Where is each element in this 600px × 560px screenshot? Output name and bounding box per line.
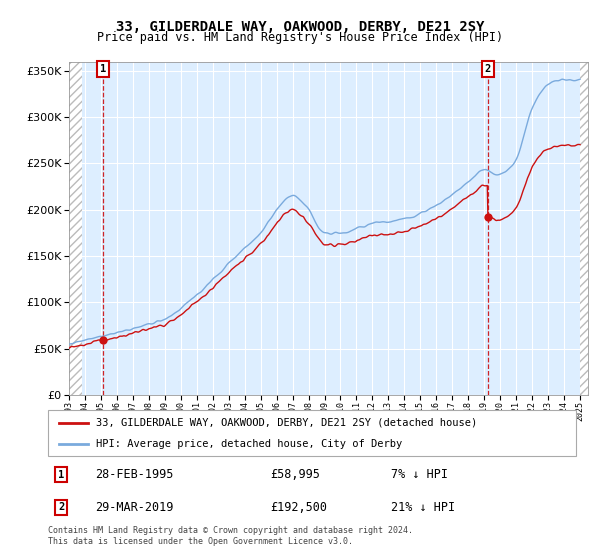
Text: 1: 1	[58, 470, 64, 480]
Text: 21% ↓ HPI: 21% ↓ HPI	[391, 501, 455, 514]
Text: 1: 1	[100, 64, 106, 74]
Text: 7% ↓ HPI: 7% ↓ HPI	[391, 468, 448, 481]
Text: £58,995: £58,995	[270, 468, 320, 481]
Text: 2: 2	[58, 502, 64, 512]
Text: HPI: Average price, detached house, City of Derby: HPI: Average price, detached house, City…	[95, 439, 402, 449]
Text: Price paid vs. HM Land Registry's House Price Index (HPI): Price paid vs. HM Land Registry's House …	[97, 31, 503, 44]
Text: 29-MAR-2019: 29-MAR-2019	[95, 501, 174, 514]
Text: £192,500: £192,500	[270, 501, 327, 514]
Text: 33, GILDERDALE WAY, OAKWOOD, DERBY, DE21 2SY: 33, GILDERDALE WAY, OAKWOOD, DERBY, DE21…	[116, 20, 484, 34]
Text: 2: 2	[485, 64, 491, 74]
Text: 33, GILDERDALE WAY, OAKWOOD, DERBY, DE21 2SY (detached house): 33, GILDERDALE WAY, OAKWOOD, DERBY, DE21…	[95, 418, 477, 428]
Text: Contains HM Land Registry data © Crown copyright and database right 2024.
This d: Contains HM Land Registry data © Crown c…	[48, 526, 413, 546]
Text: 28-FEB-1995: 28-FEB-1995	[95, 468, 174, 481]
FancyBboxPatch shape	[48, 410, 576, 456]
